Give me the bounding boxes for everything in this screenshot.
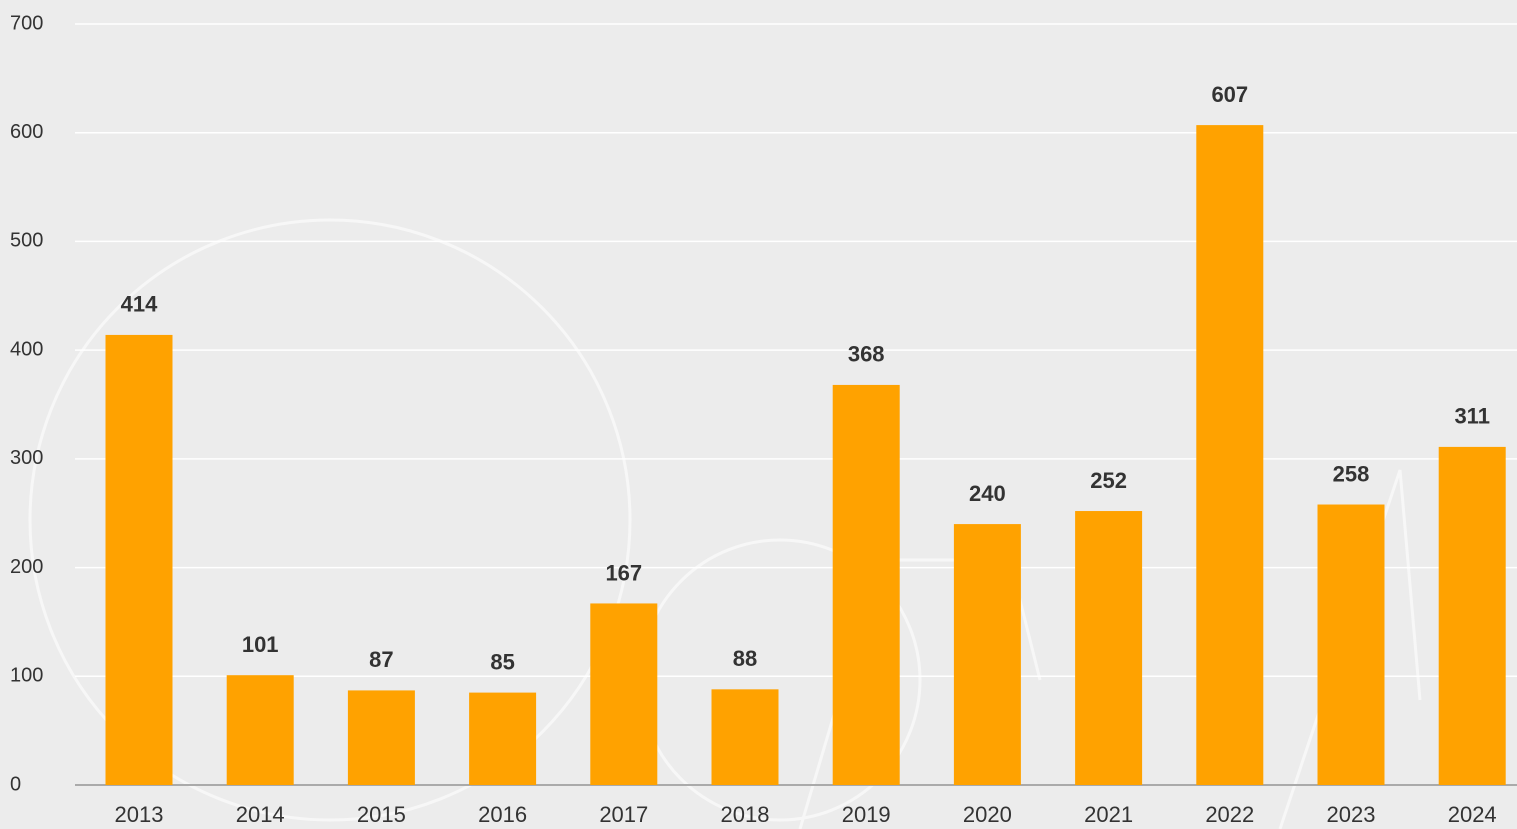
bar	[469, 693, 536, 785]
x-tick-label: 2020	[963, 802, 1012, 827]
value-label: 258	[1333, 461, 1370, 486]
x-tick-label: 2016	[478, 802, 527, 827]
value-label: 607	[1211, 82, 1248, 107]
bar	[954, 524, 1021, 785]
x-tick-label: 2013	[115, 802, 164, 827]
x-tick-label: 2022	[1205, 802, 1254, 827]
value-label: 368	[848, 342, 885, 367]
y-tick-label: 400	[10, 338, 43, 360]
bar	[833, 385, 900, 785]
value-label: 87	[369, 647, 393, 672]
y-tick-label: 600	[10, 121, 43, 143]
y-tick-label: 0	[10, 773, 21, 795]
bar	[712, 689, 779, 785]
x-tick-label: 2015	[357, 802, 406, 827]
bar	[106, 335, 173, 785]
value-label: 85	[490, 649, 514, 674]
y-tick-label: 100	[10, 665, 43, 687]
x-tick-label: 2019	[842, 802, 891, 827]
x-tick-label: 2023	[1327, 802, 1376, 827]
value-label: 101	[242, 632, 279, 657]
y-tick-label: 700	[10, 12, 43, 34]
value-label: 88	[733, 646, 757, 671]
y-tick-label: 500	[10, 230, 43, 252]
bar	[1318, 505, 1385, 785]
bar	[1075, 511, 1142, 785]
y-tick-label: 200	[10, 556, 43, 578]
value-label: 240	[969, 481, 1006, 506]
x-tick-label: 2018	[721, 802, 770, 827]
bar	[227, 675, 294, 785]
value-label: 252	[1090, 468, 1127, 493]
x-tick-label: 2024	[1448, 802, 1497, 827]
value-label: 311	[1454, 404, 1490, 429]
bar	[590, 603, 657, 785]
x-tick-label: 2014	[236, 802, 285, 827]
bar	[1196, 125, 1263, 785]
bar	[348, 690, 415, 785]
y-tick-label: 300	[10, 447, 43, 469]
x-tick-label: 2021	[1084, 802, 1133, 827]
x-tick-label: 2017	[599, 802, 648, 827]
value-label: 167	[605, 560, 642, 585]
bar	[1439, 447, 1506, 785]
value-label: 414	[121, 292, 158, 317]
page: 0 100 200 300 400 500 600 700 2013 414 2014 101 2015…	[0, 0, 1517, 829]
chart: 0 100 200 300 400 500 600 700 2013 414 2014 101 2015…	[0, 0, 1517, 829]
